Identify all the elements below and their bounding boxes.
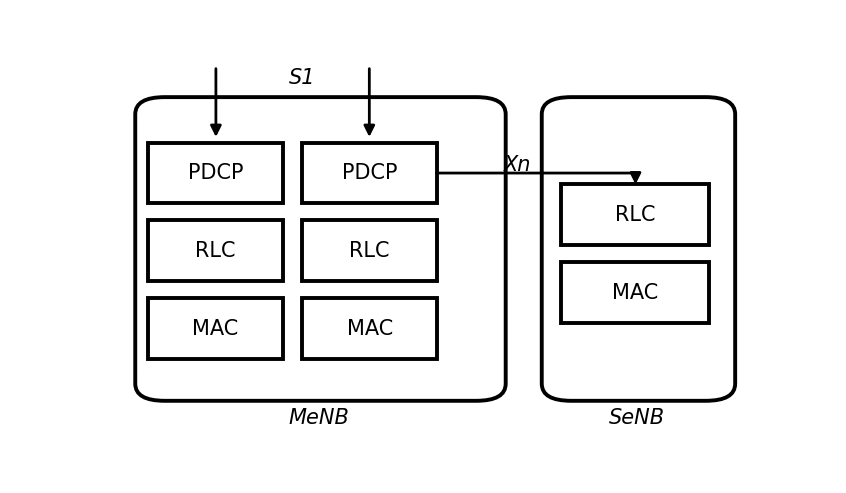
FancyBboxPatch shape	[562, 262, 709, 323]
FancyBboxPatch shape	[148, 142, 283, 204]
FancyBboxPatch shape	[148, 298, 283, 359]
Text: PDCP: PDCP	[342, 163, 398, 183]
Text: S1: S1	[289, 68, 316, 88]
Text: Xn: Xn	[503, 155, 531, 176]
Text: RLC: RLC	[349, 241, 390, 261]
Text: MAC: MAC	[347, 318, 393, 339]
Text: RLC: RLC	[615, 205, 656, 225]
FancyBboxPatch shape	[303, 220, 437, 281]
FancyBboxPatch shape	[135, 97, 506, 401]
Text: SeNB: SeNB	[609, 408, 665, 428]
FancyBboxPatch shape	[303, 298, 437, 359]
Text: MAC: MAC	[612, 282, 658, 303]
FancyBboxPatch shape	[541, 97, 735, 401]
Text: RLC: RLC	[195, 241, 236, 261]
Text: PDCP: PDCP	[188, 163, 244, 183]
Text: MAC: MAC	[192, 318, 239, 339]
FancyBboxPatch shape	[562, 184, 709, 245]
FancyBboxPatch shape	[148, 220, 283, 281]
FancyBboxPatch shape	[303, 142, 437, 204]
Text: MeNB: MeNB	[288, 408, 349, 428]
